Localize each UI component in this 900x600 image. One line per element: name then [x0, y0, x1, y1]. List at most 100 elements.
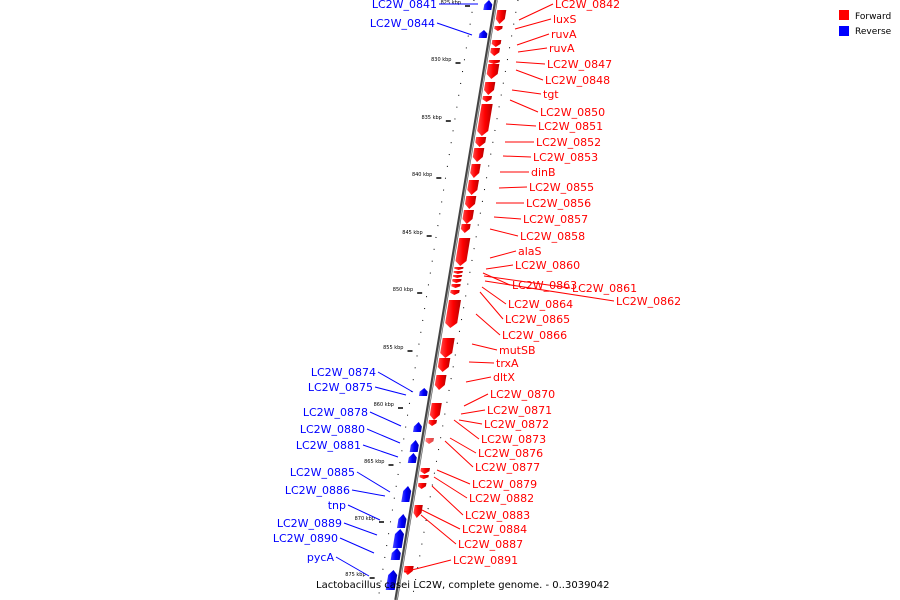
leader-line	[498, 186, 528, 189]
gene-label[interactable]: LC2W_0842	[555, 0, 620, 11]
gene-label[interactable]: LC2W_0866	[502, 329, 567, 342]
gene-label[interactable]: LC2W_0851	[538, 120, 603, 133]
gene-label[interactable]: LC2W_0876	[478, 447, 543, 460]
gene-label[interactable]: LC2W_0853	[533, 151, 598, 164]
leader-line	[362, 444, 399, 458]
leader-line	[516, 33, 550, 46]
gene-label[interactable]: LC2W_0874	[311, 366, 376, 379]
leader-line	[517, 47, 548, 53]
gene-label[interactable]: LC2W_0890	[273, 532, 338, 545]
gene-block	[420, 468, 430, 474]
gene-label[interactable]: LC2W_0870	[490, 388, 555, 401]
leader-line	[468, 361, 495, 364]
gene-label[interactable]: mutSB	[499, 344, 536, 357]
leader-line	[335, 556, 370, 577]
leader-line	[493, 216, 522, 220]
gene-block	[454, 267, 464, 270]
gene-label[interactable]: luxS	[553, 13, 577, 26]
gene-block	[470, 164, 481, 178]
gene-label[interactable]: LC2W_0880	[300, 423, 365, 436]
gene-label[interactable]: LC2W_0884	[462, 523, 527, 536]
gene-block	[462, 210, 474, 224]
gene-label[interactable]: LC2W_0873	[481, 433, 546, 446]
gene-block	[488, 60, 500, 64]
gene-label[interactable]: LC2W_0865	[505, 313, 570, 326]
gene-label[interactable]: LC2W_0858	[520, 230, 585, 243]
gene-label[interactable]: LC2W_0855	[529, 181, 594, 194]
gene-label[interactable]: LC2W_0856	[526, 197, 591, 210]
gene-label[interactable]: pycA	[307, 551, 335, 564]
gene-label[interactable]: LC2W_0886	[285, 484, 350, 497]
gene-block	[385, 570, 398, 590]
gene-label[interactable]: dinB	[531, 166, 556, 179]
gene-label[interactable]: alaS	[518, 245, 542, 258]
leader-line	[518, 3, 554, 21]
scale-tick-label: 840 kbp	[412, 172, 432, 178]
gene-label[interactable]: LC2W_0875	[308, 381, 373, 394]
leader-line	[489, 228, 519, 237]
gene-label[interactable]: LC2W_0891	[453, 554, 518, 567]
gene-label[interactable]: LC2W_0852	[536, 136, 601, 149]
gene-label[interactable]: LC2W_0881	[296, 439, 361, 452]
leader-line	[465, 376, 492, 383]
gene-block	[445, 300, 461, 328]
gene-label[interactable]: LC2W_0885	[290, 466, 355, 479]
gene-block	[437, 358, 451, 372]
gene-label[interactable]: LC2W_0889	[277, 517, 342, 530]
gene-block	[490, 48, 500, 56]
gene-label[interactable]: LC2W_0861	[572, 282, 637, 295]
gene-label[interactable]: dltX	[493, 371, 515, 384]
gene-block	[417, 483, 427, 489]
gene-label[interactable]: LC2W_0863	[512, 279, 577, 292]
gene-label[interactable]: LC2W_0860	[515, 259, 580, 272]
leader-line	[436, 469, 471, 485]
gene-block	[482, 96, 492, 102]
gene-block	[494, 26, 503, 31]
gene-label[interactable]: trxA	[496, 357, 519, 370]
gene-block	[450, 290, 460, 295]
scale-tick-label: 865 kbp	[364, 459, 384, 465]
scale-tick-label: 870 kbp	[355, 516, 375, 522]
gene-block	[407, 453, 417, 463]
gene-block	[392, 529, 404, 548]
gene-label[interactable]: ruvA	[551, 28, 577, 41]
gene-label[interactable]: LC2W_0872	[484, 418, 549, 431]
gene-block	[397, 514, 407, 528]
gene-label[interactable]: LC2W_0871	[487, 404, 552, 417]
gene-block	[451, 284, 461, 288]
leader-line	[366, 428, 401, 444]
gene-label[interactable]: LC2W_0844	[370, 17, 435, 30]
leader-line	[475, 313, 501, 336]
gene-block	[475, 137, 487, 147]
gene-block	[425, 438, 434, 444]
gene-label[interactable]: LC2W_0848	[545, 74, 610, 87]
leader-line	[374, 386, 407, 396]
scale-tick-label: 850 kbp	[393, 287, 413, 293]
gene-label[interactable]: LC2W_0887	[458, 538, 523, 551]
gene-label[interactable]: LC2W_0878	[303, 406, 368, 419]
leader-line	[481, 286, 507, 305]
gene-label[interactable]: LC2W_0882	[469, 492, 534, 505]
gene-label[interactable]: LC2W_0864	[508, 298, 573, 311]
gene-block	[428, 420, 437, 426]
gene-block	[472, 148, 485, 162]
gene-label[interactable]: ruvA	[549, 42, 575, 55]
gene-label[interactable]: LC2W_0862	[616, 295, 681, 308]
gene-label[interactable]: LC2W_0850	[540, 106, 605, 119]
legend-label-forward: Forward	[855, 12, 891, 22]
gene-label[interactable]: LC2W_0883	[465, 509, 530, 522]
gene-label[interactable]: LC2W_0879	[472, 478, 537, 491]
gene-label[interactable]: LC2W_0847	[547, 58, 612, 71]
leader-line	[502, 155, 532, 158]
genome-backbone-highlight	[396, 0, 498, 600]
gene-label[interactable]: LC2W_0877	[475, 461, 540, 474]
leader-line	[505, 123, 537, 127]
gene-label[interactable]: LC2W_0857	[523, 213, 588, 226]
gene-label[interactable]: tnp	[328, 499, 346, 512]
gene-block	[477, 104, 493, 136]
gene-label[interactable]: LC2W_0841	[372, 0, 437, 11]
gene-block	[452, 279, 462, 283]
gene-label[interactable]: tgt	[543, 88, 559, 101]
